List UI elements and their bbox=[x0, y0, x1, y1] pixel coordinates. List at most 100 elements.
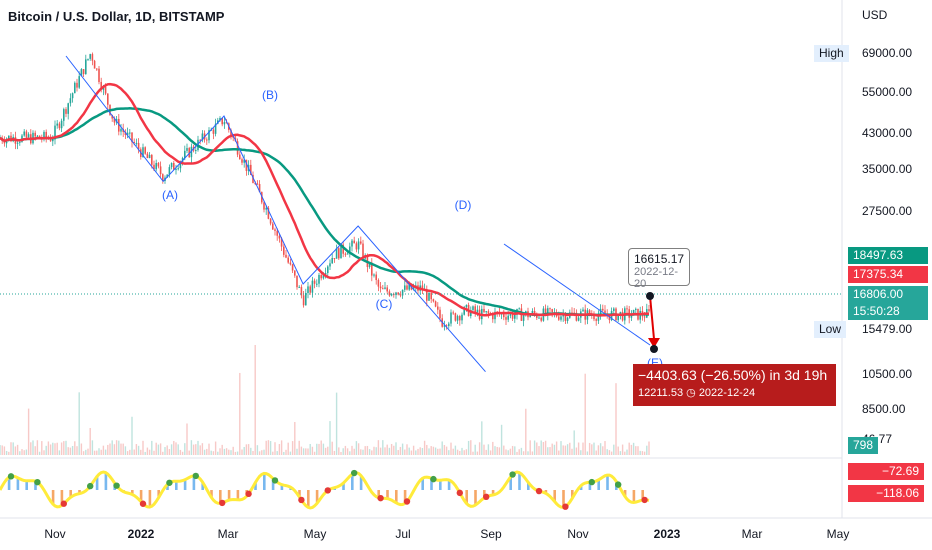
oscillator-histogram-bar bbox=[579, 485, 583, 490]
candle-body bbox=[305, 293, 307, 306]
volume-bar bbox=[357, 443, 360, 455]
volume-bar bbox=[527, 451, 529, 455]
volume-bar bbox=[516, 451, 518, 455]
volume-bar bbox=[417, 448, 419, 455]
volume-bar bbox=[45, 445, 47, 455]
moving-average-green-line bbox=[0, 107, 650, 317]
volume-bar bbox=[245, 444, 248, 455]
oscillator-dot bbox=[509, 471, 516, 478]
volume-bar bbox=[628, 442, 630, 455]
volume-bar bbox=[118, 440, 120, 455]
volume-bar bbox=[223, 448, 226, 455]
volume-bar bbox=[181, 451, 184, 455]
oscillator-histogram-bar bbox=[351, 474, 354, 490]
candle-body bbox=[540, 317, 542, 321]
candle-body bbox=[118, 118, 120, 132]
volume-bar bbox=[575, 447, 578, 455]
oscillator-histogram-bar bbox=[474, 490, 477, 506]
candle-body bbox=[635, 308, 637, 310]
oscillator-histogram-bar bbox=[395, 490, 398, 503]
volume-bar bbox=[450, 442, 452, 455]
candle-body bbox=[85, 59, 87, 75]
candle-body bbox=[595, 319, 597, 321]
volume-bar bbox=[8, 451, 10, 455]
volume-bar bbox=[353, 448, 355, 455]
volume-bar bbox=[0, 445, 1, 455]
candle-body bbox=[82, 69, 85, 75]
volume-bar bbox=[111, 440, 113, 455]
candle-body bbox=[142, 147, 144, 157]
volume-bar bbox=[470, 440, 472, 455]
candle-body bbox=[135, 142, 138, 144]
volume-bar bbox=[214, 441, 217, 455]
candle-body bbox=[434, 301, 437, 307]
volume-bar bbox=[573, 430, 575, 455]
candle-body bbox=[285, 254, 287, 258]
volume-bar bbox=[604, 441, 606, 455]
candle-body bbox=[25, 131, 28, 138]
oscillator-dot bbox=[483, 493, 490, 501]
low-tag: Low bbox=[814, 321, 847, 338]
candle-body bbox=[159, 166, 162, 175]
candle-body bbox=[329, 263, 331, 267]
volume-bar bbox=[621, 444, 624, 455]
candle-body bbox=[509, 312, 512, 316]
volume-bar bbox=[606, 449, 608, 455]
time-label-2022: 2022 bbox=[127, 527, 155, 541]
volume-bar bbox=[157, 444, 160, 455]
oscillator-dot bbox=[219, 499, 226, 507]
volume-bar bbox=[544, 440, 547, 455]
oscillator-dot bbox=[192, 472, 199, 480]
volume-bar bbox=[487, 444, 490, 455]
volume-bar bbox=[5, 450, 8, 455]
candle-body bbox=[340, 244, 342, 259]
candle-body bbox=[223, 122, 226, 125]
volume-bar bbox=[626, 449, 628, 455]
candle-body bbox=[184, 150, 186, 158]
candle-body bbox=[333, 258, 336, 260]
volume-bar bbox=[36, 440, 39, 455]
candle-body bbox=[324, 272, 327, 276]
oscillator-histogram-bar bbox=[315, 490, 319, 504]
oscillator-histogram-bar bbox=[157, 490, 160, 498]
volume-bar bbox=[591, 444, 593, 455]
candle-body bbox=[254, 182, 256, 184]
oscillator-histogram-bar bbox=[25, 480, 28, 490]
candle-body bbox=[263, 202, 265, 210]
volume-bar bbox=[492, 441, 494, 455]
candle-body bbox=[52, 139, 54, 142]
candle-body bbox=[278, 235, 281, 239]
oscillator-histogram-bar bbox=[527, 482, 530, 490]
volume-bar bbox=[236, 451, 239, 455]
oscillator-dot bbox=[588, 478, 595, 486]
oscillator-histogram-bar bbox=[7, 477, 11, 490]
oscillator-histogram-bar bbox=[588, 482, 592, 490]
candle-body bbox=[144, 147, 146, 154]
volume-bar bbox=[120, 443, 122, 455]
candle-body bbox=[307, 286, 309, 294]
oscillator-dot bbox=[7, 473, 15, 480]
volume-bar bbox=[142, 440, 144, 455]
oscillator-histogram-bar bbox=[491, 490, 495, 496]
volume-bar bbox=[43, 450, 45, 455]
volume-bar bbox=[307, 448, 309, 455]
candle-body bbox=[342, 244, 344, 254]
volume-bar bbox=[49, 444, 52, 455]
candle-body bbox=[432, 299, 435, 302]
candle-body bbox=[533, 311, 536, 314]
volume-bar bbox=[122, 443, 124, 455]
candle-body bbox=[461, 314, 463, 321]
oscillator-histogram-bar bbox=[509, 477, 512, 490]
volume-bar bbox=[23, 450, 25, 455]
volume-bar bbox=[584, 373, 586, 455]
candle-body bbox=[562, 314, 564, 317]
oscillator-histogram-bar bbox=[465, 490, 468, 504]
volume-bar bbox=[124, 446, 127, 455]
volume-bar bbox=[96, 450, 98, 455]
volume-bar bbox=[324, 447, 327, 455]
candle-body bbox=[252, 174, 254, 183]
volume-badge: 798 bbox=[848, 437, 879, 454]
candle-body bbox=[188, 148, 190, 158]
oscillator-histogram-bar bbox=[606, 475, 609, 490]
